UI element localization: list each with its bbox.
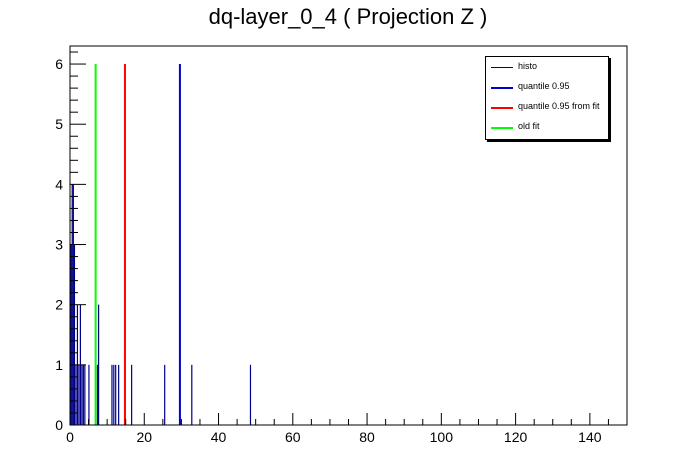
legend-label-quantile: quantile 0.95 <box>518 81 570 91</box>
y-tick-label: 3 <box>55 237 63 253</box>
legend-swatch-quantile-fit <box>491 107 513 109</box>
y-tick-label: 1 <box>55 357 63 373</box>
legend-entry-old-fit: old fit <box>486 118 610 136</box>
y-tick-label: 4 <box>55 176 63 192</box>
x-tick-label: 80 <box>359 429 375 445</box>
y-tick-label: 6 <box>55 56 63 72</box>
legend-entry-histo: histo <box>486 58 610 76</box>
legend-entry-quantile-fit: quantile 0.95 from fit <box>486 98 610 116</box>
x-tick-label: 60 <box>285 429 301 445</box>
y-tick-label: 2 <box>55 297 63 313</box>
chart-marks <box>70 64 252 425</box>
chart-title: dq-layer_0_4 ( Projection Z ) <box>208 4 488 29</box>
y-tick-label: 5 <box>55 116 63 132</box>
x-tick-label: 140 <box>578 429 602 445</box>
legend-swatch-histo <box>491 67 513 68</box>
legend-label-quantile-fit: quantile 0.95 from fit <box>518 101 600 111</box>
chart-axes: 0 20 40 60 80 100 120 140 0 1 2 3 4 5 6 <box>55 45 628 445</box>
legend-label-old-fit: old fit <box>518 121 540 131</box>
legend-entry-quantile: quantile 0.95 <box>486 78 610 96</box>
x-tick-label: 100 <box>430 429 454 445</box>
x-tick-label: 20 <box>136 429 152 445</box>
legend: histo quantile 0.95 quantile 0.95 from f… <box>485 56 609 140</box>
legend-swatch-old-fit <box>491 127 513 129</box>
x-tick-label: 120 <box>504 429 528 445</box>
x-tick-label: 40 <box>211 429 227 445</box>
legend-swatch-quantile <box>491 87 513 89</box>
x-tick-label: 0 <box>66 429 74 445</box>
y-tick-label: 0 <box>55 417 63 433</box>
legend-label-histo: histo <box>518 61 538 71</box>
